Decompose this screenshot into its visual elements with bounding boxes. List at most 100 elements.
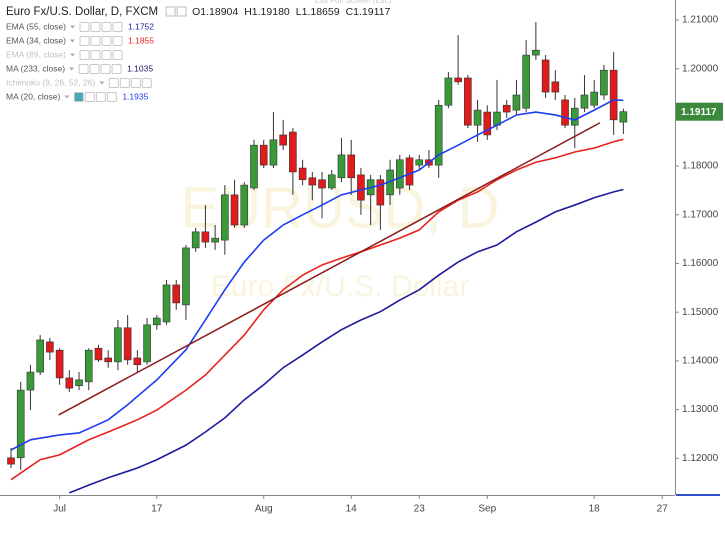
- legend-icon[interactable]: [79, 36, 90, 46]
- legend-icon[interactable]: [73, 92, 84, 102]
- header-icon[interactable]: [165, 6, 176, 17]
- candle-body: [153, 317, 161, 326]
- legend-name: EMA (34, close): [6, 35, 66, 45]
- indicator-line: [10, 138, 624, 481]
- candle-body: [483, 111, 492, 136]
- legend-icon[interactable]: [119, 78, 130, 88]
- candle-body: [75, 379, 83, 387]
- candle-body: [473, 109, 482, 126]
- legend-icon[interactable]: [112, 50, 123, 60]
- legend-icon[interactable]: [101, 50, 112, 60]
- legend-icon[interactable]: [100, 64, 111, 74]
- candle-body: [512, 94, 521, 111]
- last-price-label: 1.19117: [681, 107, 717, 118]
- candle-body: [619, 111, 628, 123]
- candle-body: [230, 194, 239, 226]
- candle-body: [269, 139, 278, 166]
- indicator-line: [69, 188, 624, 494]
- trendline: [58, 122, 601, 416]
- ohlc-readout: L1.18659: [296, 6, 340, 18]
- candle-body: [55, 349, 64, 379]
- legend-icon[interactable]: [111, 64, 122, 74]
- candle-body: [191, 231, 200, 249]
- x-tick-label: Jul: [53, 504, 66, 515]
- candle-body: [318, 179, 326, 189]
- legend-value: 1.1035: [127, 63, 153, 73]
- legend-name: EMA (55, close): [6, 21, 66, 31]
- legend-caret: [70, 25, 75, 29]
- ohlc-readout: O1.18904: [192, 6, 238, 18]
- y-tick-label: 1.15000: [682, 307, 719, 318]
- legend-icon[interactable]: [90, 36, 101, 46]
- legend-icon[interactable]: [90, 22, 101, 32]
- candle-body: [289, 131, 297, 173]
- candle-body: [405, 157, 414, 186]
- legend-icon[interactable]: [130, 78, 141, 88]
- fullscreen-hint: Exit Full Screen (Esc): [315, 0, 392, 5]
- candle-body: [522, 54, 530, 109]
- legend-name: MA (20, close): [6, 91, 60, 101]
- legend-icon[interactable]: [108, 78, 119, 88]
- legend-name: Ichimoku (9, 26, 52, 26): [6, 77, 95, 87]
- candle-body: [347, 154, 356, 179]
- candle-body: [502, 104, 511, 113]
- legend-icon[interactable]: [95, 92, 106, 102]
- candle-body: [298, 167, 307, 181]
- candle-body: [26, 371, 35, 391]
- legend-caret: [69, 67, 75, 71]
- candle-body: [561, 99, 569, 126]
- candle-body: [172, 284, 181, 304]
- candle-body: [114, 327, 122, 363]
- last-price-box: [676, 102, 723, 121]
- candle-body: [464, 77, 472, 126]
- legend-icon[interactable]: [112, 36, 123, 46]
- candle-body: [609, 69, 618, 121]
- candle-body: [541, 59, 550, 93]
- legend-icon[interactable]: [106, 92, 117, 102]
- candle-body: [182, 247, 190, 306]
- candle-body: [250, 144, 258, 189]
- candle-body: [279, 134, 287, 146]
- watermark: Euro Fx/U.S. Dollar: [211, 270, 469, 303]
- candle-body: [395, 159, 404, 189]
- candle-body: [600, 69, 608, 96]
- legend-caret: [64, 95, 70, 99]
- candle-body: [376, 179, 385, 206]
- candle-body: [162, 284, 171, 323]
- candle-body: [327, 174, 336, 189]
- candle-body: [551, 81, 560, 93]
- legend-caret: [70, 39, 75, 43]
- legend-icon[interactable]: [141, 78, 152, 88]
- header-icon[interactable]: [176, 6, 187, 17]
- legend-name: MA (233, close): [6, 63, 65, 73]
- legend-icon[interactable]: [90, 50, 101, 60]
- legend-icon[interactable]: [101, 22, 112, 32]
- x-tick-label: 17: [151, 504, 163, 515]
- candle-body: [454, 77, 462, 83]
- legend-icon[interactable]: [84, 92, 95, 102]
- legend-icon[interactable]: [79, 50, 90, 60]
- y-tick-label: 1.18000: [682, 161, 719, 172]
- candle-body: [434, 104, 443, 166]
- candle-body: [532, 49, 540, 56]
- legend-icon[interactable]: [112, 22, 123, 32]
- y-tick-label: 1.12000: [682, 453, 719, 464]
- legend-icon[interactable]: [101, 36, 112, 46]
- candle-body: [16, 389, 25, 459]
- candle-body: [84, 349, 93, 383]
- candle-body: [65, 377, 74, 389]
- ohlc-readout: C1.19117: [346, 6, 391, 18]
- x-tick-label: 18: [589, 504, 601, 515]
- legend-icon[interactable]: [79, 22, 90, 32]
- candle-body: [240, 184, 249, 226]
- candle-body: [133, 357, 142, 366]
- x-tick-label: 23: [414, 504, 426, 515]
- y-tick-label: 1.20000: [682, 63, 719, 74]
- candle-body: [7, 457, 15, 465]
- legend-icon[interactable]: [89, 64, 100, 74]
- candle-body: [415, 159, 424, 166]
- legend-icon[interactable]: [78, 64, 89, 74]
